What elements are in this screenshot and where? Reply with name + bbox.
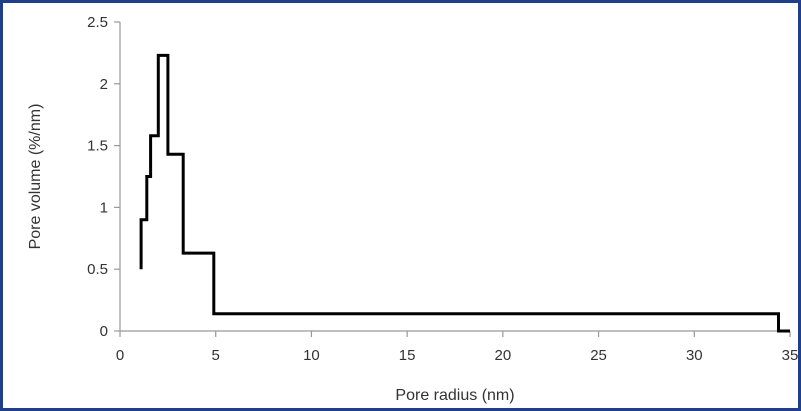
series-line: [139, 53, 790, 333]
x-axis-title: Pore radius (nm): [395, 387, 514, 404]
y-tick-label: 0.5: [87, 261, 108, 278]
x-ticks: 0 5 10 15 20 25 30 35: [116, 331, 799, 364]
x-tick-label: 5: [212, 347, 220, 364]
y-axis-title: Pore volume (%/nm): [27, 104, 44, 250]
y-tick-label: 0: [100, 323, 108, 340]
x-tick-label: 20: [495, 347, 512, 364]
y-tick-label: 1.5: [87, 138, 108, 155]
x-tick-label: 15: [399, 347, 416, 364]
x-tick-label: 30: [686, 347, 703, 364]
x-tick-label: 10: [303, 347, 320, 364]
x-tick-label: 25: [590, 347, 607, 364]
axes: [119, 22, 790, 332]
x-tick-label: 0: [116, 347, 124, 364]
x-tick-label: 35: [782, 347, 799, 364]
y-ticks: 0 0.5 1 1.5 2 2.5: [87, 14, 120, 340]
y-tick-label: 2.5: [87, 14, 108, 31]
y-tick-label: 1: [100, 199, 108, 216]
y-tick-label: 2: [100, 76, 108, 93]
